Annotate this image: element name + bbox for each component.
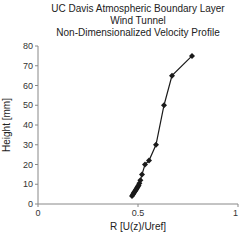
data-point [189,53,195,59]
y-tick-label: 40 [23,120,33,130]
title-line: UC Davis Atmospheric Boundary Layer [51,3,225,14]
y-tick [35,125,38,126]
data-point [137,177,143,183]
chart-container: UC Davis Atmospheric Boundary LayerWind … [0,0,248,248]
y-tick [35,46,38,47]
y-tick-label: 10 [23,179,33,189]
title-line: Non-Dimensionalized Velocity Profile [56,27,220,38]
title-line: Wind Tunnel [110,15,166,26]
y-tick-label: 60 [23,81,33,91]
y-tick [35,144,38,145]
y-tick [35,65,38,66]
y-tick-label: 0 [28,199,33,209]
x-axis-label: R [U(z)/Uref] [110,221,166,232]
y-tick-label: 30 [23,140,33,150]
data-point [139,171,145,177]
x-tick-label: 0 [35,208,40,218]
title: UC Davis Atmospheric Boundary LayerWind … [51,3,225,38]
y-tick [35,85,38,86]
y-tick-label: 20 [23,160,33,170]
chart: UC Davis Atmospheric Boundary LayerWind … [0,0,248,248]
data-point [161,102,167,108]
x-tick [238,204,239,207]
y-axis-label: Height [mm] [1,98,12,152]
axes: 00.5101020304050607080 [23,41,238,218]
data-line [132,56,192,196]
y-tick [35,184,38,185]
x-tick [138,204,139,207]
x-tick-label: 0.5 [132,208,145,218]
plot-area [129,53,195,199]
data-point [169,73,175,79]
data-point [153,142,159,148]
data-point [142,162,148,168]
y-tick-label: 80 [23,41,33,51]
y-tick [35,204,38,205]
x-tick-label: 1 [233,208,238,218]
y-tick [35,105,38,106]
data-point [146,158,152,164]
y-tick-label: 70 [23,61,33,71]
y-tick [35,164,38,165]
y-tick-label: 50 [23,100,33,110]
